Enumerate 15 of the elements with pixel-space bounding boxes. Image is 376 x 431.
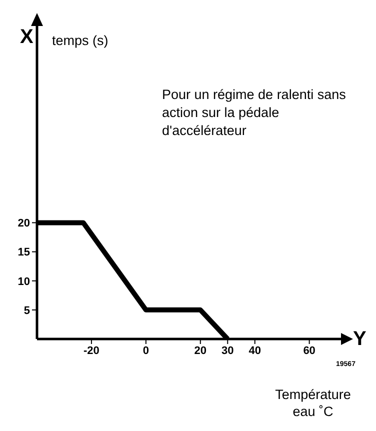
x-axis-title: Température eau ˚C (274, 386, 352, 420)
x-tick-label: 30 (222, 344, 234, 357)
x-tick-label: 40 (248, 344, 261, 357)
y-tick-label: 10 (18, 276, 30, 288)
y-tick-label: 20 (18, 218, 30, 230)
y-tick-label: 15 (18, 246, 30, 259)
x-tick-label: 0 (142, 344, 149, 357)
x-tick-label: -20 (84, 344, 100, 357)
annotation: Pour un régime de ralenti sans action sur la pédale d'accélérateur (162, 86, 347, 140)
x-tick-label: 60 (303, 344, 316, 357)
y-tick-label: 5 (24, 304, 30, 317)
x-tick-label: 20 (194, 344, 207, 357)
text: Y (353, 328, 366, 351)
text: X (20, 26, 34, 49)
y-axis-title: temps (s) (52, 33, 108, 48)
